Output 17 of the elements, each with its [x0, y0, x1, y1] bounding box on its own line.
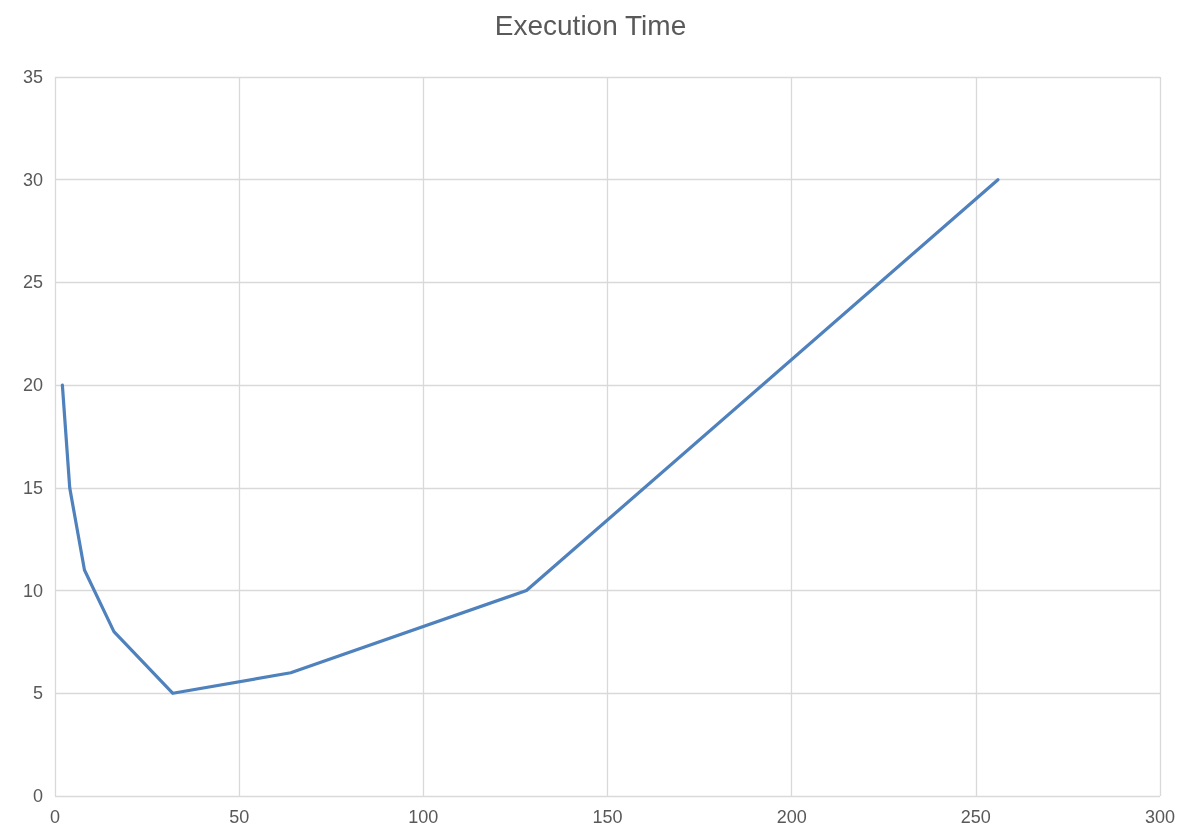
x-tick-label: 200 — [776, 807, 807, 827]
x-tick-label: 50 — [229, 807, 250, 827]
x-tick-label: 150 — [592, 807, 623, 827]
y-tick-label: 25 — [22, 272, 43, 293]
y-tick-label: 30 — [22, 169, 43, 190]
y-tick-label: 5 — [32, 683, 43, 704]
y-tick-label: 35 — [22, 67, 43, 87]
y-tick-label: 10 — [22, 580, 43, 601]
line-series — [60, 178, 1000, 695]
x-tick-label: 250 — [960, 807, 991, 827]
y-tick-label: 15 — [22, 477, 43, 498]
y-tick-label: 0 — [32, 786, 43, 806]
x-tick-label: 300 — [1144, 807, 1176, 827]
y-tick-label: 20 — [22, 375, 43, 396]
chart-title: Execution Time — [494, 9, 687, 41]
x-tick-label: 100 — [408, 807, 439, 827]
x-tick-label: 0 — [49, 807, 61, 827]
